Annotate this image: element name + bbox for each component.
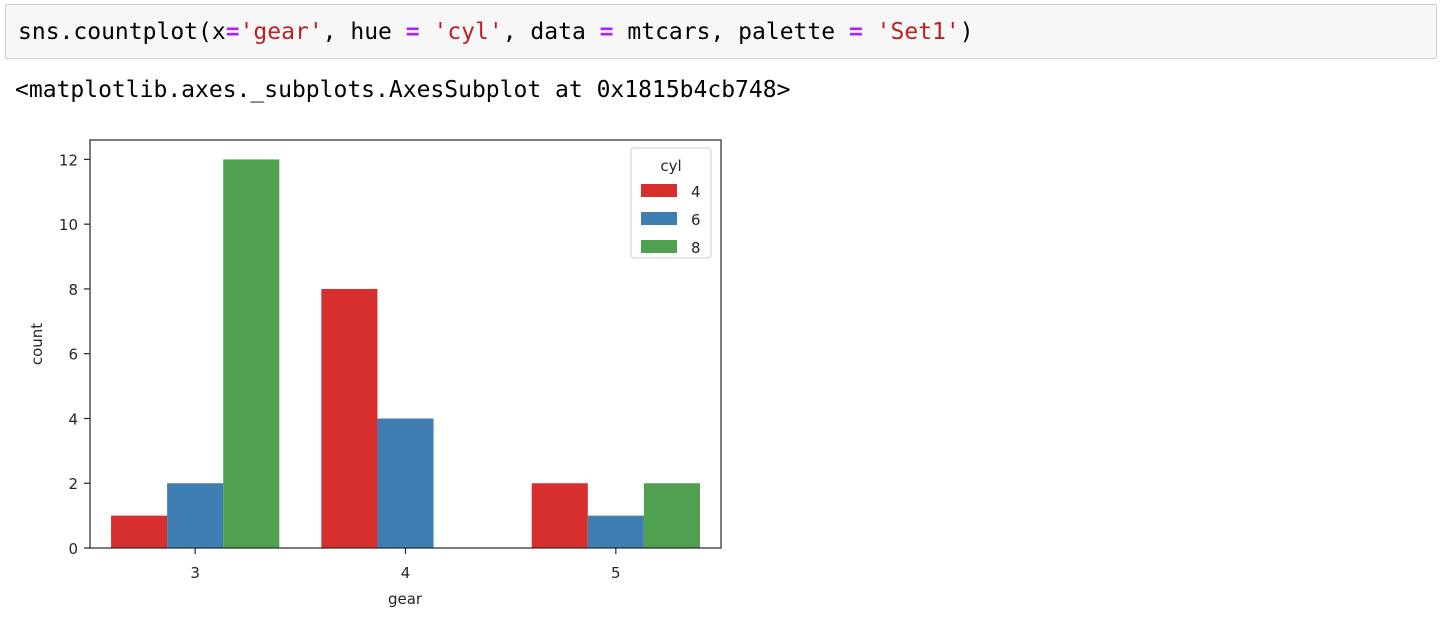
bar-gear-3-cyl-4 [111,515,168,548]
code-token-str: 'gear' [239,19,323,45]
code-token-op: = [599,19,614,45]
x-axis-label: gear [388,590,423,608]
bar-gear-4-cyl-6 [377,418,434,548]
code-token-plain: sns.countplot(x [18,19,226,45]
countplot-chart: 0 2 4 6 8 10 12 3 4 5 count gear cyl 4 6 8 [28,139,722,608]
x-ticks: 3 4 5 [190,548,621,582]
legend: cyl 4 6 8 [630,147,712,259]
code-token-plain [863,19,877,45]
y-tick-label: 0 [68,540,78,558]
code-token-op: = [848,19,863,45]
x-tick-label: 5 [611,564,621,582]
y-axis-label: count [28,323,46,365]
bar-gear-5-cyl-8 [643,483,700,548]
y-tick-label: 8 [68,281,78,299]
bar-gear-5-cyl-4 [531,483,588,548]
bar-gear-3-cyl-6 [167,483,224,548]
bars-layer [111,159,700,548]
y-tick-label: 12 [59,151,78,169]
code-token-plain [420,19,434,45]
cell-output-text: <matplotlib.axes._subplots.AxesSubplot a… [15,77,791,103]
bar-gear-5-cyl-6 [587,515,644,548]
legend-label: 8 [691,239,701,257]
legend-swatch-4 [641,184,677,197]
y-tick-label: 4 [68,410,78,428]
code-token-plain: ) [959,19,974,45]
x-tick-label: 3 [190,564,200,582]
code-line[interactable]: sns.countplot(x='gear', hue = 'cyl', dat… [18,18,974,46]
y-tick-label: 10 [59,216,78,234]
legend-label: 6 [691,211,701,229]
code-token-plain: , hue [322,19,406,45]
legend-swatch-6 [641,212,677,225]
code-input-cell[interactable]: sns.countplot(x='gear', hue = 'cyl', dat… [5,4,1437,59]
code-token-plain: mtcars, palette [613,19,849,45]
code-token-str: 'Set1' [876,19,960,45]
legend-title: cyl [660,157,681,175]
chart-output: 0 2 4 6 8 10 12 3 4 5 count gear cyl 4 6 8 [0,120,760,617]
x-tick-label: 4 [401,564,411,582]
bar-gear-4-cyl-4 [321,288,378,548]
code-token-plain: , data [502,19,600,45]
legend-swatch-8 [641,240,677,253]
y-tick-label: 2 [68,475,78,493]
code-token-op: = [405,19,420,45]
code-token-str: 'cyl' [433,19,503,45]
bar-gear-3-cyl-8 [223,159,280,548]
y-ticks: 0 2 4 6 8 10 12 [59,151,90,558]
legend-label: 4 [691,183,701,201]
code-token-op: = [225,19,240,45]
legend-box [630,147,712,259]
y-tick-label: 6 [68,346,78,364]
